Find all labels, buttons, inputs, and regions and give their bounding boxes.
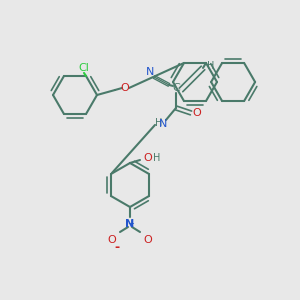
Text: H: H [207, 61, 215, 71]
Text: Cl: Cl [79, 63, 89, 73]
Text: N: N [146, 67, 154, 77]
Text: C: C [172, 83, 180, 93]
Text: N: N [159, 119, 167, 129]
Text: +: + [128, 220, 134, 229]
Text: O: O [193, 108, 201, 118]
Text: N: N [125, 219, 135, 229]
Text: O: O [121, 83, 129, 93]
Text: O: O [144, 153, 152, 163]
Text: O: O [108, 235, 116, 245]
Text: H: H [155, 118, 163, 128]
Text: -: - [114, 241, 120, 254]
Text: H: H [153, 153, 161, 163]
Text: O: O [144, 235, 152, 245]
